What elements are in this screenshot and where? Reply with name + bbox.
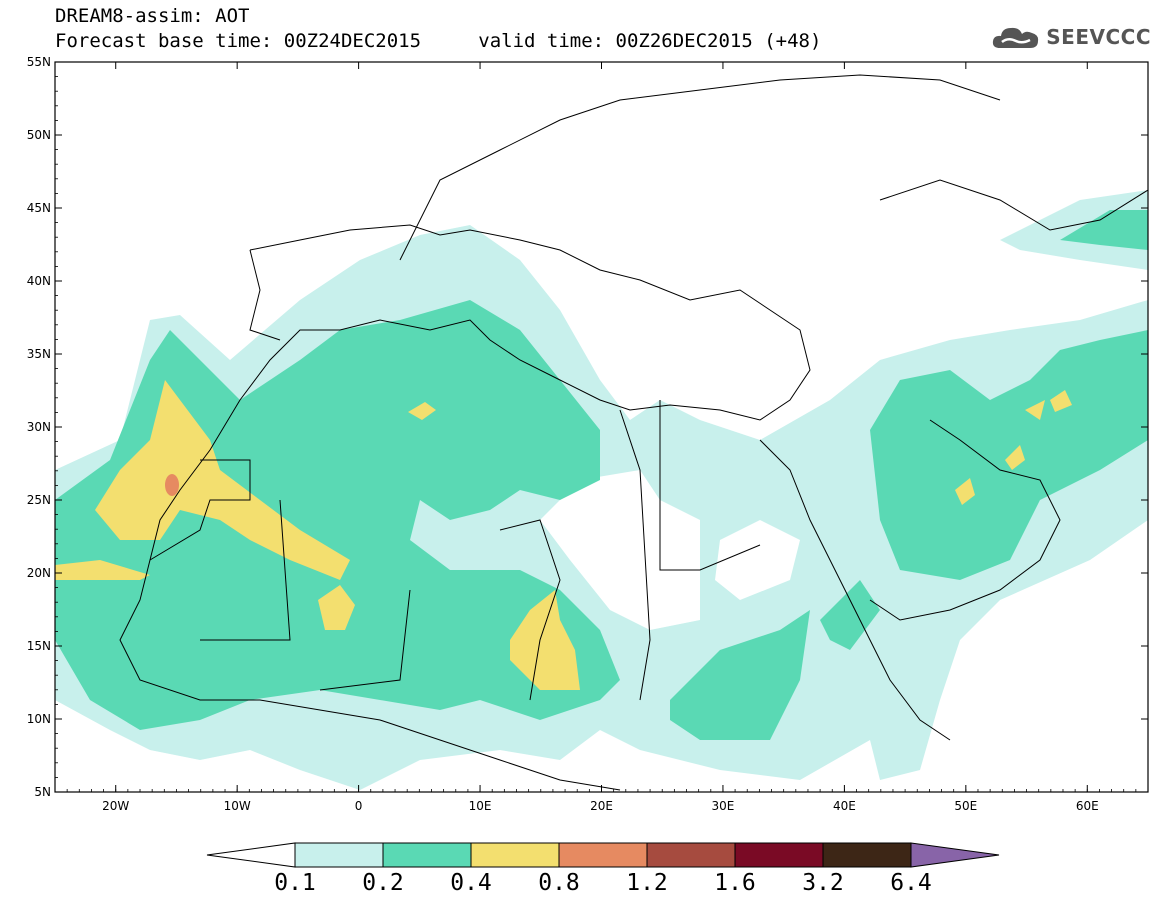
colorbar-swatch xyxy=(734,842,824,868)
lon-label: 20W xyxy=(102,799,129,813)
lon-label: 10E xyxy=(469,799,492,813)
lat-label: 20N xyxy=(27,566,51,580)
lat-label: 45N xyxy=(27,201,51,215)
lon-label: 10W xyxy=(224,799,251,813)
colorbar-label: 0.4 xyxy=(450,870,492,896)
colorbar-label: 3.2 xyxy=(802,870,844,896)
colorbar-label: 0.8 xyxy=(538,870,580,896)
aot-level-0.4 xyxy=(55,380,1072,690)
aot-fields xyxy=(55,62,1148,792)
valid-time-label: valid time: 00Z26DEC2015 (+48) xyxy=(478,30,822,52)
latitude-axis: 55N 50N 45N 40N 35N 30N 25N 20N 15N 10N 5N xyxy=(27,55,1148,799)
longitude-axis: 20W 10W 0 10E 20E 30E 40E 50E 60E xyxy=(54,62,1149,813)
colorbar-swatch xyxy=(470,842,560,868)
lat-label: 10N xyxy=(27,712,51,726)
lon-label: 0 xyxy=(355,799,363,813)
colorbar-swatch xyxy=(558,842,648,868)
coastlines-and-borders xyxy=(119,74,1148,791)
colorbar-swatch xyxy=(646,842,736,868)
lat-label: 50N xyxy=(27,128,51,142)
lon-label: 60E xyxy=(1076,799,1099,813)
colorbar-swatch xyxy=(822,842,912,868)
aot-level-0.2 xyxy=(55,210,1148,740)
cloud-icon xyxy=(993,27,1039,48)
lat-label: 30N xyxy=(27,420,51,434)
aot-level-0.8 xyxy=(165,474,179,496)
colorbar-over-arrow xyxy=(910,842,1000,868)
lat-label: 15N xyxy=(27,639,51,653)
lon-label: 40E xyxy=(833,799,856,813)
colorbar-label: 1.2 xyxy=(626,870,668,896)
lon-label: 50E xyxy=(954,799,977,813)
lat-label: 40N xyxy=(27,274,51,288)
lon-label: 30E xyxy=(712,799,735,813)
colorbar-label: 0.2 xyxy=(362,870,404,896)
base-time-label: Forecast base time: 00Z24DEC2015 xyxy=(55,30,422,52)
colorbar-swatch xyxy=(294,842,384,868)
colorbar-label: 0.1 xyxy=(274,870,316,896)
colorbar-label: 1.6 xyxy=(714,870,756,896)
colorbar-swatch xyxy=(382,842,472,868)
lon-label: 20E xyxy=(590,799,613,813)
colorbar-label: 6.4 xyxy=(890,870,932,896)
lat-label: 5N xyxy=(34,785,51,799)
colorbar: 0.1 0.2 0.4 0.8 1.2 1.6 3.2 6.4 xyxy=(206,842,1000,896)
colorbar-under-arrow xyxy=(206,842,296,868)
map-subtitle: Forecast base time: 00Z24DEC2015 valid t… xyxy=(55,31,821,51)
logo-text: SEEVCCC xyxy=(1046,25,1151,49)
lat-label: 55N xyxy=(27,55,51,69)
map-title: DREAM8-assim: AOT xyxy=(55,5,250,27)
lat-label: 25N xyxy=(27,493,51,507)
seevccc-logo: SEEVCCC xyxy=(990,22,1151,52)
lat-label: 35N xyxy=(27,347,51,361)
